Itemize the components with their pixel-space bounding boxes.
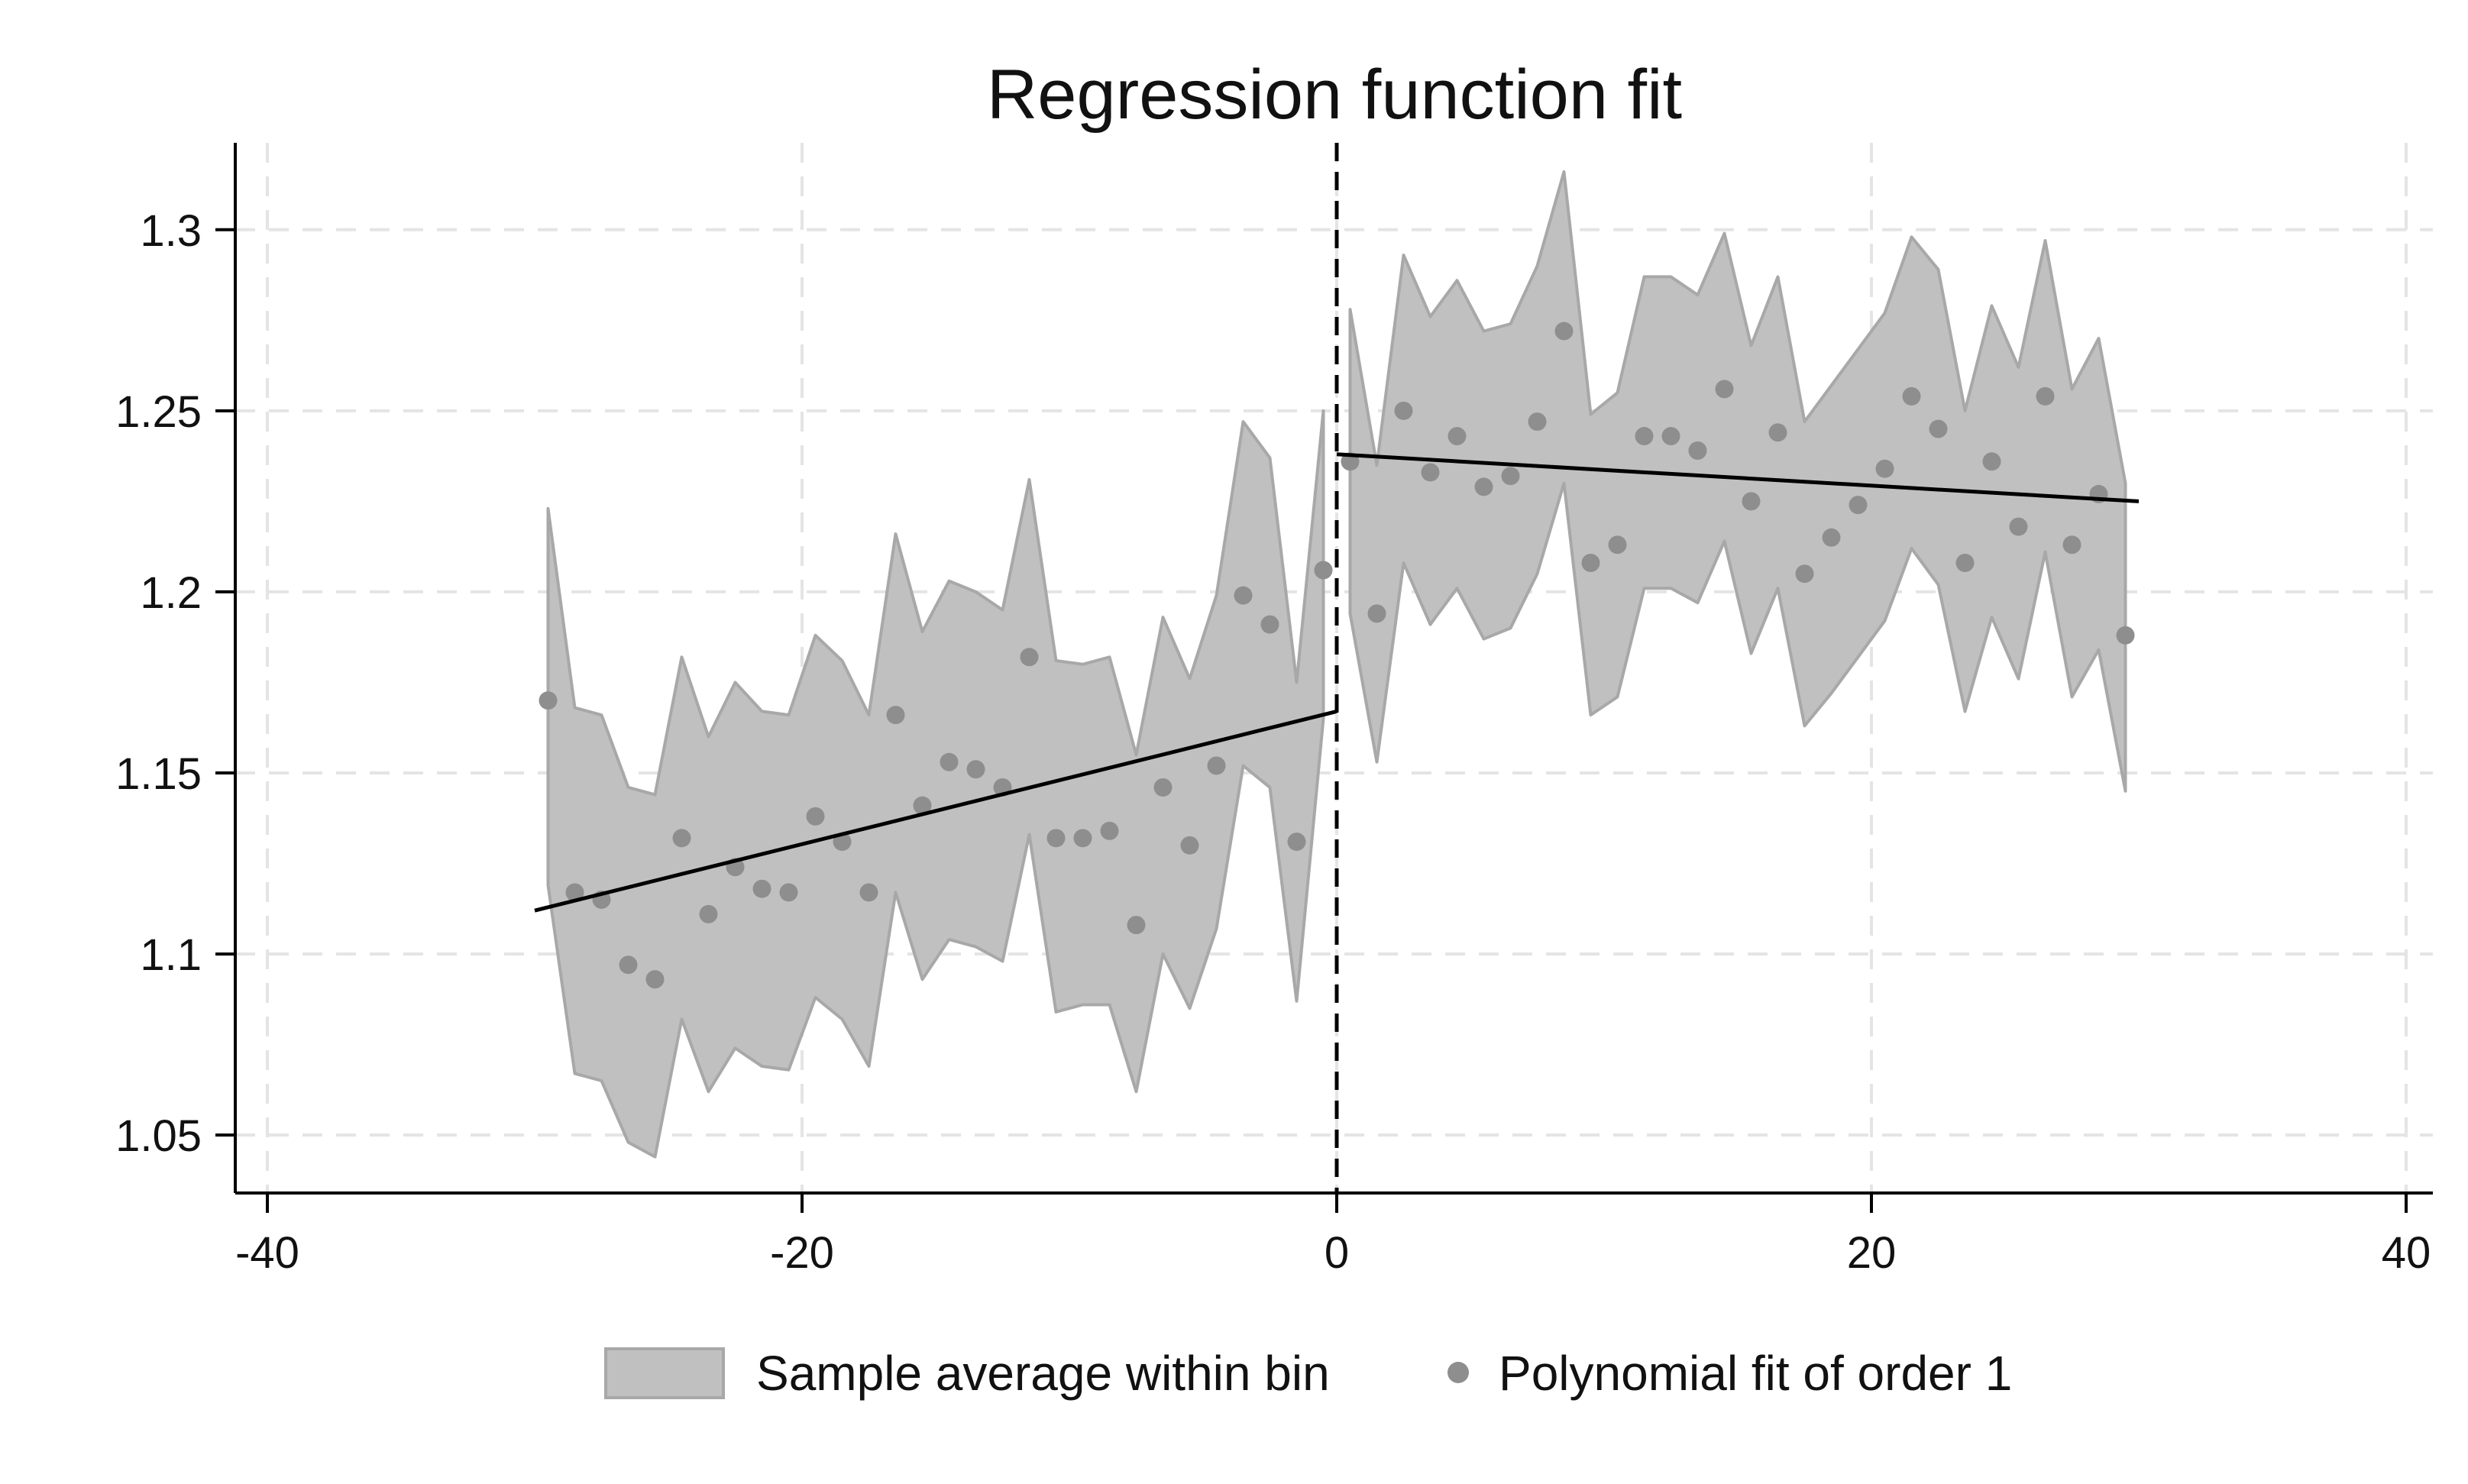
bin-dot (1260, 615, 1279, 634)
bin-dot (886, 706, 905, 725)
bin-dot (1554, 322, 1574, 341)
bin-dot (1020, 648, 1039, 667)
fit-lines (534, 452, 2140, 913)
bin-dot (1688, 441, 1707, 461)
axes (215, 143, 2433, 1213)
bin-dot (1100, 821, 1119, 840)
x-tick-label: 40 (2382, 1228, 2431, 1278)
legend-dot-swatch (1447, 1362, 1469, 1383)
bin-dot (1314, 561, 1333, 580)
bin-dot (1394, 401, 1413, 420)
bin-dot (2116, 626, 2135, 645)
legend-band-swatch (604, 1347, 725, 1399)
y-tick-label: 1.15 (115, 749, 202, 799)
bin-dot (1715, 380, 1734, 399)
x-tick-label: 20 (1847, 1228, 1897, 1278)
bin-dot (2009, 517, 2028, 536)
y-tick-label: 1.25 (115, 387, 202, 437)
bin-dot (1287, 833, 1306, 852)
bin-dot (699, 904, 718, 923)
bin-dot (1528, 412, 1547, 432)
bin-dot (672, 829, 691, 848)
bin-dot (1661, 427, 1680, 446)
bin-dot (1180, 836, 1199, 855)
bin-dot (1742, 492, 1761, 511)
legend-band-label: Sample average within bin (756, 1346, 1330, 1401)
bin-dot (1046, 829, 1066, 848)
bin-dot (1875, 459, 1894, 478)
bin-dot (1421, 463, 1440, 482)
y-tick-label: 1.3 (140, 206, 202, 256)
bin-dot (1849, 496, 1868, 515)
x-tick-label: 0 (1325, 1228, 1349, 1278)
tick-labels: -40 -20 0 20 40 1.05 1.1 1.15 1.2 1.25 1.3 (115, 206, 2431, 1278)
fit-line (534, 709, 1338, 913)
bin-dot (1153, 778, 1173, 797)
band-area (1348, 170, 2127, 793)
bin-dot (1127, 916, 1146, 935)
bin-dot (1581, 554, 1600, 572)
bin-dot (1955, 554, 1975, 572)
bin-dot (1474, 477, 1493, 496)
bin-dot (1234, 586, 1253, 605)
bin-dot (1367, 604, 1386, 623)
confidence-bands (546, 170, 2127, 1159)
chart-title: Regression function fit (987, 56, 1682, 134)
band-area (546, 409, 1325, 1159)
y-tick-label: 1.2 (140, 568, 202, 618)
bin-dot (1795, 564, 1814, 584)
bin-dot (2036, 386, 2055, 406)
bin-dot (1073, 829, 1092, 848)
fit-line (1336, 452, 2140, 503)
y-tick-label: 1.1 (140, 930, 202, 980)
bin-dot (645, 970, 665, 989)
bin-dot (1982, 452, 2001, 471)
bin-dot (1501, 467, 1520, 486)
bin-dot (779, 883, 798, 902)
y-tick-label: 1.05 (115, 1111, 202, 1161)
bin-dot (1902, 386, 1921, 406)
bin-dot (859, 883, 878, 902)
bin-dot (1608, 535, 1627, 554)
bin-dot (1768, 423, 1787, 442)
bin-dot (752, 879, 771, 898)
bin-dot (539, 691, 558, 710)
bin-dot (966, 760, 985, 779)
bin-dot (565, 883, 584, 902)
bin-dot (1929, 419, 1948, 438)
bin-dot (913, 796, 932, 815)
bin-dot (806, 807, 825, 826)
x-tick-label: -20 (770, 1228, 834, 1278)
bin-dot (2062, 535, 2081, 554)
x-tick-label: -40 (235, 1228, 299, 1278)
bin-dot (940, 752, 959, 771)
bin-dot (1447, 427, 1467, 446)
bin-dot (619, 955, 638, 975)
legend: Sample average within bin Polynomial fit… (604, 1346, 2012, 1401)
bin-dot (1207, 756, 1226, 775)
bin-dot (1822, 528, 1841, 547)
bin-dot (1635, 427, 1654, 446)
legend-dot-label: Polynomial fit of order 1 (1499, 1346, 2012, 1401)
